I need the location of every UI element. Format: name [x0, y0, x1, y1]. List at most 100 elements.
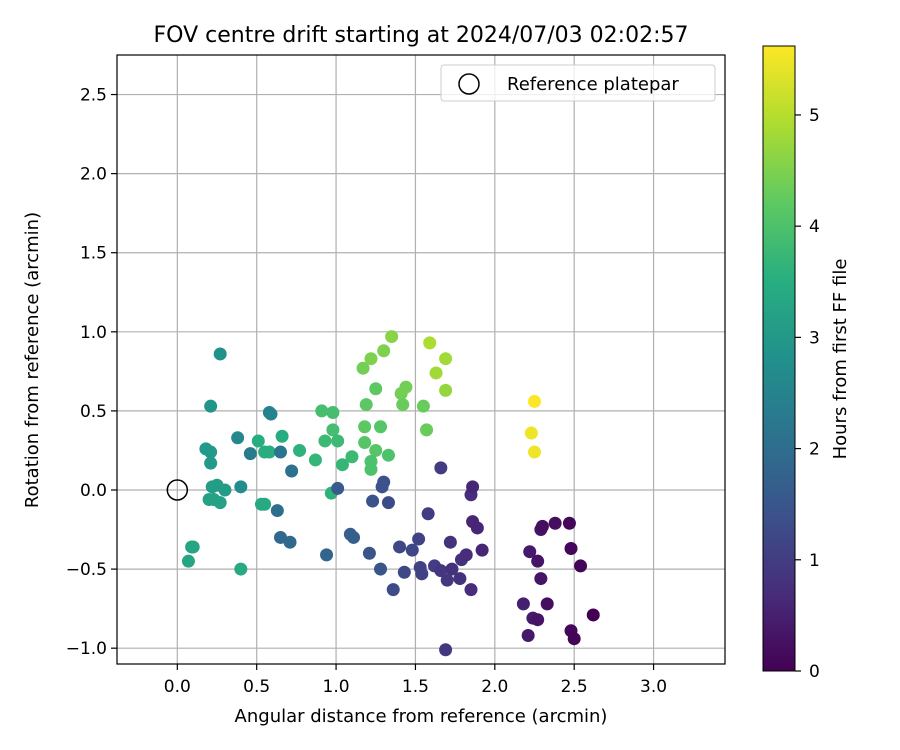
data-point: [385, 330, 399, 344]
y-axis-label: Rotation from reference (arcmin): [22, 212, 43, 508]
data-point: [345, 450, 359, 464]
colorbar-tick-label: 0: [809, 662, 820, 682]
data-point: [475, 543, 489, 557]
data-point: [234, 480, 248, 494]
data-point: [540, 597, 554, 611]
data-point: [574, 559, 588, 573]
reference-platepar-marker: [166, 479, 189, 501]
data-point: [335, 458, 349, 472]
data-point: [369, 382, 383, 396]
data-point: [405, 543, 419, 557]
data-point: [453, 572, 467, 586]
data-point: [439, 383, 453, 397]
data-point: [521, 629, 535, 643]
y-tick-label: 2.0: [80, 165, 107, 185]
data-point: [443, 535, 457, 549]
y-tick-label: 1.5: [80, 244, 107, 264]
colorbar-tick-label: 1: [809, 551, 820, 571]
data-point: [528, 394, 542, 408]
data-point: [213, 496, 227, 510]
data-point: [285, 464, 299, 478]
data-point: [397, 565, 411, 579]
data-point: [386, 583, 400, 597]
data-point: [204, 456, 218, 470]
data-point: [374, 562, 388, 576]
x-tick-label: 3.0: [640, 677, 667, 697]
data-point: [523, 545, 537, 559]
data-point: [516, 597, 530, 611]
data-point: [258, 445, 272, 459]
data-point: [564, 542, 578, 556]
y-tick-label: 2.5: [80, 86, 107, 106]
data-point: [434, 564, 448, 578]
colorbar-ticks: 0 1 2 3 4 5: [795, 106, 820, 682]
data-point: [231, 431, 245, 445]
data-point: [358, 436, 372, 450]
data-point: [331, 434, 345, 448]
data-point: [531, 613, 545, 627]
data-point: [347, 530, 361, 544]
data-point: [331, 481, 345, 495]
data-point: [423, 336, 437, 350]
data-point: [586, 608, 600, 622]
data-point: [412, 532, 426, 546]
y-tick-label: 1.0: [80, 323, 107, 343]
x-tick-label: 0.0: [164, 677, 191, 697]
data-point: [567, 632, 581, 646]
data-point: [528, 445, 542, 459]
data-point: [251, 434, 265, 448]
data-point: [213, 347, 227, 361]
data-point: [186, 540, 200, 554]
data-point: [204, 399, 218, 413]
x-tick-label: 2.0: [481, 677, 508, 697]
data-point: [283, 535, 297, 549]
data-point: [459, 548, 473, 562]
y-tick-label: 0.5: [80, 402, 107, 422]
x-tick-label: 2.5: [561, 677, 588, 697]
data-point: [364, 352, 378, 366]
legend-entry-label: Reference platepar: [507, 74, 679, 95]
colorbar-tick-label: 3: [809, 328, 820, 348]
x-tick-label: 1.5: [402, 677, 429, 697]
data-point: [429, 366, 443, 380]
data-point: [377, 344, 391, 358]
data-point: [181, 554, 195, 568]
data-point: [439, 352, 453, 366]
data-point: [326, 405, 340, 419]
chart-title: FOV centre drift starting at 2024/07/03 …: [154, 23, 689, 48]
y-tick-label: −1.0: [66, 639, 107, 659]
data-point: [377, 475, 391, 489]
data-points: [181, 330, 600, 657]
data-point: [369, 443, 383, 457]
legend-box: [440, 64, 716, 102]
colorbar-tick-label: 4: [809, 217, 820, 237]
colorbar-gradient: [762, 45, 796, 672]
data-point: [320, 548, 334, 562]
data-point: [274, 445, 288, 459]
data-point: [464, 583, 478, 597]
data-point: [415, 567, 429, 581]
data-point: [366, 494, 380, 508]
x-tick-label: 0.5: [243, 677, 270, 697]
data-point: [199, 442, 213, 456]
colorbar: 0 1 2 3 4 5 Hours from first FF file: [762, 45, 851, 682]
data-point: [445, 562, 459, 576]
x-tick-label: 1.0: [323, 677, 350, 697]
data-point: [421, 507, 435, 521]
data-point: [243, 447, 257, 461]
data-point: [364, 462, 378, 476]
data-point: [270, 504, 284, 518]
y-tick-label: 0.0: [80, 481, 107, 501]
data-point: [293, 443, 307, 457]
data-point: [362, 546, 376, 560]
data-point: [205, 480, 219, 494]
data-point: [315, 404, 329, 418]
x-axis-label: Angular distance from reference (arcmin): [235, 706, 608, 727]
data-point: [393, 540, 407, 554]
data-point: [275, 429, 289, 443]
data-point: [416, 399, 430, 413]
data-point: [318, 434, 332, 448]
data-point: [531, 554, 545, 568]
reference-marker-layer: [166, 479, 189, 501]
